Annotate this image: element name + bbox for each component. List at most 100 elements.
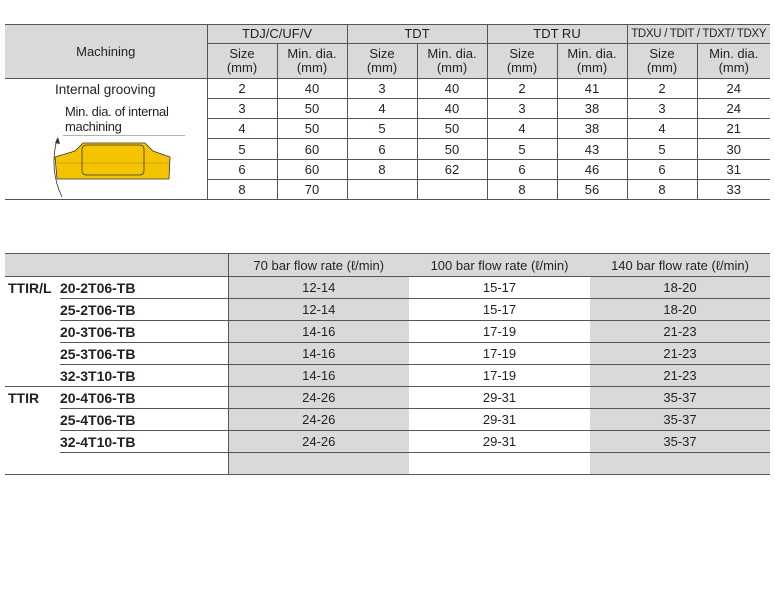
table-row: 4 50 5 50 4 38 4 21	[5, 118, 770, 140]
model-name: 25-3T06-TB	[60, 342, 228, 365]
table-cell	[416, 179, 487, 200]
model-name	[60, 453, 228, 475]
flow-140: 18-20	[590, 298, 770, 321]
flow-140: 21-23	[590, 342, 770, 365]
min-diameter-table: Machining TDJ/C/UF/V TDT TDT RU TDXU / T…	[5, 24, 770, 200]
flow-140: 21-23	[590, 320, 770, 343]
table-cell: 6	[626, 159, 697, 180]
table-cell: 60	[276, 159, 347, 180]
table-row: 25-4T06-TB 24-26 29-31 35-37	[5, 408, 770, 431]
min-header: Min. dia. (mm)	[696, 43, 770, 79]
table-cell: 43	[556, 138, 627, 160]
flow-140: 35-37	[590, 408, 770, 431]
header-unit: (mm)	[506, 60, 538, 75]
flow-140: 35-37	[590, 386, 770, 409]
size-header: Size (mm)	[346, 43, 417, 79]
table-cell: 40	[276, 78, 347, 100]
table-cell: 6	[206, 159, 277, 180]
flow-70: 12-14	[227, 298, 409, 321]
diagram-label-line: machining	[65, 119, 122, 134]
table-cell: 3	[626, 98, 697, 120]
min-header: Min. dia. (mm)	[416, 43, 487, 79]
group-label	[5, 431, 60, 453]
table-cell: 5	[346, 118, 417, 140]
group-label	[5, 453, 60, 475]
table-cell: 4	[626, 118, 697, 140]
table-row: 25-3T06-TB 14-16 17-19 21-23	[5, 342, 770, 365]
table-row: 20-3T06-TB 14-16 17-19 21-23	[5, 320, 770, 343]
table-cell: 2	[486, 78, 557, 100]
table-cell: 6	[486, 159, 557, 180]
size-header: Size (mm)	[486, 43, 557, 79]
group-label: TTIR/L	[8, 279, 52, 296]
header-unit: (mm)	[436, 60, 468, 75]
table-cell: 2	[206, 78, 277, 100]
table-cell: 5	[206, 138, 277, 160]
flow-100: 29-31	[409, 386, 590, 409]
group-label	[5, 299, 60, 321]
group-header: TDXU / TDIT / TDXT/ TDXY	[626, 24, 770, 44]
table-cell: 2	[626, 78, 697, 100]
table-row: 32-4T10-TB 24-26 29-31 35-37	[5, 430, 770, 453]
table-row: Internal grooving Min. dia. of internal m…	[5, 78, 770, 198]
table-row: 5 60 6 50 5 43 5 30	[5, 138, 770, 160]
model-name: 20-2T06-TB	[60, 276, 228, 299]
flow-100	[409, 453, 590, 475]
flow-140: 35-37	[590, 430, 770, 453]
flow-70: 14-16	[227, 342, 409, 365]
flow-70: 12-14	[227, 276, 409, 299]
table-cell: 62	[416, 159, 487, 180]
row-label: Internal grooving	[55, 82, 156, 97]
table-cell: 8	[206, 179, 277, 200]
model-name: 20-3T06-TB	[60, 320, 228, 343]
group-label	[5, 409, 60, 431]
column-header: 140 bar flow rate (ℓ/min)	[590, 253, 770, 277]
header-label: Size	[229, 46, 255, 61]
group-label	[5, 321, 60, 343]
flow-100: 15-17	[409, 298, 590, 321]
header-unit: (mm)	[226, 60, 258, 75]
table-cell: 24	[696, 98, 770, 120]
table-cell	[346, 179, 417, 200]
group-header: TDT RU	[486, 24, 627, 44]
table-cell: 60	[276, 138, 347, 160]
table-cell: 38	[556, 118, 627, 140]
machining-cell: Internal grooving Min. dia. of internal m…	[5, 79, 207, 200]
table-cell: 3	[206, 98, 277, 120]
flow-70: 24-26	[227, 430, 409, 453]
table-row: 6 60 8 62 6 46 6 31	[5, 159, 770, 180]
header-label: Size	[509, 46, 535, 61]
table-cell: 31	[696, 159, 770, 180]
model-name: 25-2T06-TB	[60, 298, 228, 321]
header-label: Size	[369, 46, 395, 61]
header-label: Min. dia.	[287, 46, 337, 61]
group-header: TDT	[346, 24, 487, 44]
table-cell: 4	[346, 98, 417, 120]
min-header: Min. dia. (mm)	[556, 43, 627, 79]
table-cell: 3	[346, 78, 417, 100]
table-cell: 70	[276, 179, 347, 200]
table-cell: 33	[696, 179, 770, 200]
header-label: Min. dia.	[427, 46, 477, 61]
group-header: TDJ/C/UF/V	[206, 24, 347, 44]
table-cell: 56	[556, 179, 627, 200]
header-label: Min. dia.	[567, 46, 617, 61]
min-header: Min. dia. (mm)	[276, 43, 347, 79]
table-row	[5, 452, 770, 475]
header-unit: (mm)	[576, 60, 608, 75]
table-cell: 30	[696, 138, 770, 160]
group-label: TTIR	[5, 386, 60, 409]
table-row: TTIR/L 20-2T06-TB 12-14 15-17 18-20	[5, 276, 770, 299]
group-label	[5, 343, 60, 365]
table-cell: 46	[556, 159, 627, 180]
table-cell: 41	[556, 78, 627, 100]
table-cell: 8	[626, 179, 697, 200]
size-header: Size (mm)	[626, 43, 697, 79]
blank-header	[5, 253, 228, 277]
header-label: Min. dia.	[709, 46, 759, 61]
flow-140: 18-20	[590, 276, 770, 299]
group-label	[5, 365, 60, 387]
flow-70: 24-26	[227, 408, 409, 431]
flow-100: 17-19	[409, 364, 590, 387]
table-cell: 38	[556, 98, 627, 120]
